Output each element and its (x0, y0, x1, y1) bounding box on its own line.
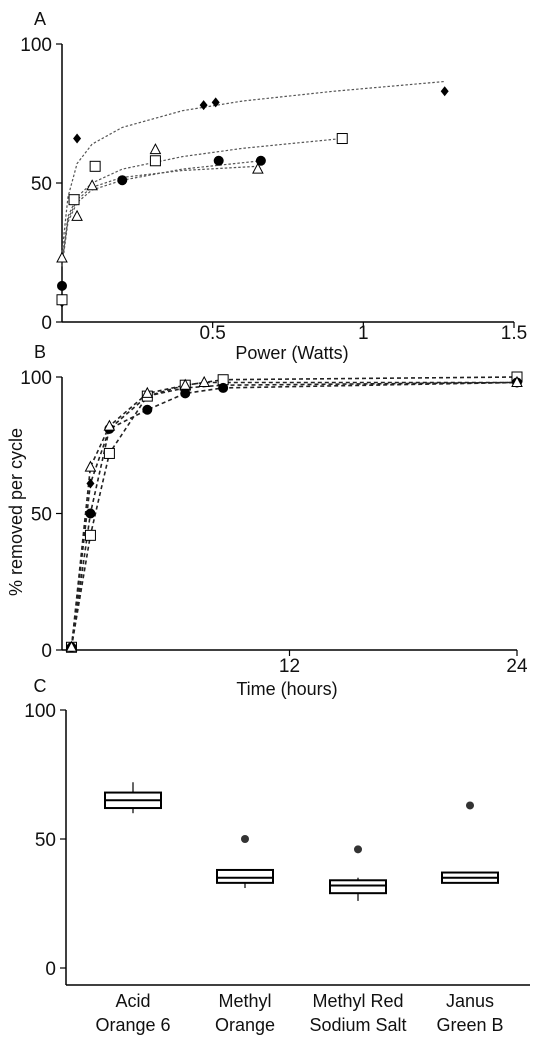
category-label: Methyl Red (312, 991, 403, 1011)
y-tick-label: 100 (24, 701, 56, 722)
x-tick-label: 12 (279, 656, 300, 677)
category-label: Janus (446, 991, 494, 1011)
x-tick-label: 0.5 (199, 323, 225, 344)
data-point-diamond (211, 97, 220, 108)
box-outlier (241, 835, 249, 843)
panel-a: A 0 50 100 0.5 1 1.5 Power (Watts) (20, 9, 527, 363)
data-point-square (56, 294, 68, 306)
category-label: Sodium Salt (309, 1015, 406, 1035)
data-point-triangle (71, 209, 83, 221)
panel-b: B 0 50 100 12 24 Time (hours) % removed per cyc… (6, 342, 528, 699)
y-tick-label: 50 (35, 830, 56, 851)
box-outlier (466, 801, 474, 810)
box-outlier (354, 845, 362, 854)
category-label: Orange 6 (95, 1015, 170, 1035)
data-point-triangle (511, 375, 523, 387)
data-point-triangle (65, 640, 78, 652)
panel-label-b: B (34, 342, 46, 362)
series-line-diamond (70, 381, 518, 648)
box-body (216, 868, 274, 884)
data-point-triangle (252, 162, 264, 174)
panel-label-a: A (34, 9, 46, 29)
data-point-square (336, 133, 348, 145)
data-point-circle (218, 382, 229, 393)
y-tick-label: 50 (31, 174, 52, 195)
data-point-triangle (179, 378, 192, 390)
y-tick-label: 50 (31, 505, 52, 526)
data-point-circle (180, 388, 191, 399)
fit-line-square (61, 137, 343, 261)
y-tick-label: 0 (41, 641, 52, 662)
data-point-circle (85, 508, 96, 519)
x-tick-label: 24 (506, 656, 528, 677)
series-line-square (70, 376, 518, 648)
data-point-triangle (56, 251, 68, 263)
category-label: Green B (436, 1015, 503, 1035)
data-point-diamond (86, 478, 95, 489)
series-line-triangle (70, 381, 517, 648)
data-point-triangle (103, 419, 116, 431)
y-tick-label: 0 (41, 313, 52, 334)
data-point-triangle (149, 143, 162, 155)
data-point-diamond (440, 86, 449, 97)
data-point-circle (117, 175, 128, 186)
data-point-square (84, 529, 96, 541)
category-label: Methyl (218, 991, 271, 1011)
y-tick-label: 0 (45, 959, 56, 980)
data-point-triangle (141, 386, 154, 398)
data-point-triangle (86, 179, 98, 191)
data-point-diamond (73, 133, 82, 144)
data-point-circle (142, 404, 153, 415)
box-body (329, 879, 387, 895)
panel-c: C 0 50 100 Acid Orange 6 Methyl Orange Methyl Re… (24, 676, 530, 1035)
series-line-circle (70, 381, 518, 648)
fit-line-diamond (61, 80, 445, 253)
y-tick-label: 100 (20, 368, 52, 389)
data-point-diamond (199, 100, 208, 111)
data-point-square (89, 160, 101, 172)
x-axis-title: Power (Watts) (235, 343, 348, 363)
data-point-circle (57, 280, 67, 291)
y-axis-title: % removed per cycle (6, 428, 26, 596)
fit-line-circle (61, 160, 261, 267)
x-axis-title: Time (hours) (236, 679, 337, 699)
data-point-circle (255, 155, 266, 166)
data-point-square (103, 447, 115, 459)
panel-label-c: C (34, 676, 47, 696)
data-point-triangle (84, 460, 97, 472)
x-tick-label: 1.5 (501, 323, 527, 344)
data-point-square (149, 155, 161, 167)
category-label: Orange (215, 1015, 275, 1035)
x-tick-label: 1 (358, 323, 369, 344)
data-point-triangle (198, 375, 211, 387)
category-label: Acid (115, 991, 150, 1011)
data-point-square (68, 194, 80, 206)
y-tick-label: 100 (20, 35, 52, 56)
data-point-circle (213, 155, 224, 166)
